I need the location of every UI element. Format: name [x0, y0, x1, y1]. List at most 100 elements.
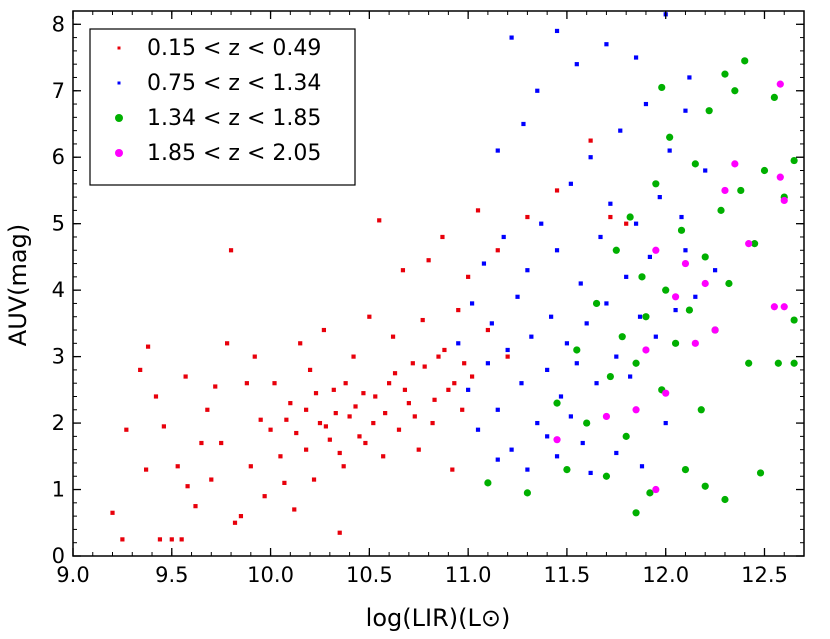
data-point-series-2 — [751, 240, 759, 248]
legend-marker-series-2 — [115, 114, 123, 122]
data-point-series-2 — [638, 273, 646, 281]
data-point-series-0 — [466, 274, 471, 279]
data-point-series-0 — [446, 387, 451, 392]
data-point-series-0 — [294, 430, 299, 436]
data-point-series-1 — [628, 374, 633, 379]
data-point-series-0 — [608, 214, 613, 220]
data-point-series-0 — [353, 404, 358, 409]
data-point-series-3 — [662, 389, 670, 397]
data-point-series-3 — [701, 279, 709, 288]
data-point-series-1 — [574, 62, 579, 67]
data-point-series-0 — [371, 420, 376, 426]
data-point-series-3 — [721, 186, 729, 195]
data-point-series-2 — [691, 160, 699, 168]
data-point-series-2 — [705, 107, 713, 115]
data-point-series-1 — [693, 294, 698, 299]
data-point-series-0 — [110, 510, 115, 515]
data-point-series-3 — [691, 339, 699, 347]
data-point-series-0 — [219, 440, 224, 446]
data-point-series-0 — [406, 401, 411, 406]
data-point-series-1 — [539, 221, 544, 226]
data-point-series-2 — [701, 482, 709, 490]
data-point-series-1 — [588, 470, 593, 476]
data-point-series-2 — [701, 253, 709, 261]
data-point-series-1 — [545, 367, 550, 373]
data-point-series-3 — [731, 160, 739, 168]
data-point-series-3 — [602, 412, 611, 421]
data-point-series-2 — [731, 87, 739, 95]
data-point-series-0 — [213, 384, 218, 389]
data-point-series-0 — [232, 520, 238, 525]
data-point-series-2 — [523, 489, 532, 497]
data-point-series-0 — [456, 307, 461, 313]
data-point-series-2 — [652, 180, 660, 188]
data-point-series-3 — [745, 240, 753, 248]
x-tick-label: 11.5 — [544, 563, 591, 587]
data-point-series-1 — [519, 381, 524, 386]
data-point-series-0 — [161, 424, 166, 429]
x-tick-label: 11.0 — [445, 563, 492, 587]
data-point-series-3 — [776, 80, 784, 88]
data-point-series-1 — [604, 42, 609, 47]
data-point-series-1 — [554, 454, 560, 459]
data-point-series-0 — [238, 514, 244, 519]
data-point-series-0 — [323, 424, 328, 429]
data-point-series-0 — [304, 447, 309, 452]
data-point-series-2 — [662, 286, 670, 294]
data-point-series-0 — [347, 414, 352, 419]
data-point-series-1 — [545, 434, 550, 439]
data-point-series-2 — [632, 509, 640, 517]
legend-label-series-0: 0.15 < z < 0.49 — [147, 36, 321, 61]
data-point-series-0 — [175, 464, 180, 469]
data-point-series-1 — [633, 221, 639, 226]
data-point-series-0 — [505, 354, 510, 359]
data-point-series-2 — [602, 472, 611, 480]
data-point-series-1 — [521, 121, 526, 127]
data-point-series-0 — [331, 387, 336, 392]
data-point-series-0 — [390, 334, 396, 339]
data-point-series-0 — [183, 374, 188, 379]
data-point-series-1 — [525, 268, 530, 273]
legend-label-series-2: 1.34 < z < 1.85 — [147, 106, 321, 131]
data-point-series-0 — [138, 367, 143, 373]
data-point-series-1 — [495, 148, 500, 153]
data-point-series-0 — [377, 218, 382, 223]
data-point-series-0 — [460, 407, 465, 412]
data-point-series-0 — [248, 464, 253, 469]
data-point-series-0 — [262, 494, 267, 499]
data-point-series-0 — [624, 221, 629, 226]
data-point-series-2 — [790, 359, 798, 367]
data-point-series-0 — [436, 354, 441, 359]
data-point-series-0 — [430, 420, 435, 426]
data-point-series-1 — [549, 314, 554, 319]
data-point-series-0 — [422, 364, 427, 369]
data-point-series-2 — [592, 299, 601, 308]
data-point-series-1 — [568, 181, 573, 186]
y-tick-label: 1 — [52, 478, 65, 502]
x-tick-label: 9.5 — [155, 563, 188, 587]
data-point-series-0 — [304, 407, 309, 412]
data-point-series-0 — [333, 411, 338, 416]
data-point-series-0 — [278, 454, 283, 459]
data-point-series-1 — [564, 341, 570, 346]
data-point-series-1 — [683, 108, 688, 113]
data-point-series-1 — [489, 321, 494, 326]
data-point-series-0 — [396, 427, 402, 432]
legend-marker-series-0 — [117, 46, 121, 50]
data-point-series-1 — [475, 427, 481, 432]
data-point-series-1 — [624, 274, 629, 279]
data-point-series-2 — [745, 359, 753, 367]
data-point-series-0 — [402, 387, 408, 392]
legend-marker-series-3 — [115, 149, 123, 157]
data-point-series-2 — [671, 339, 680, 347]
data-point-series-0 — [343, 381, 348, 386]
data-point-series-1 — [683, 248, 688, 253]
data-point-series-1 — [643, 101, 649, 107]
data-point-series-0 — [416, 447, 421, 452]
data-point-series-0 — [554, 188, 560, 193]
data-point-series-2 — [606, 372, 614, 381]
data-point-series-1 — [712, 268, 718, 273]
data-point-series-0 — [452, 381, 457, 386]
data-point-series-1 — [687, 75, 692, 80]
data-point-series-1 — [495, 407, 500, 412]
